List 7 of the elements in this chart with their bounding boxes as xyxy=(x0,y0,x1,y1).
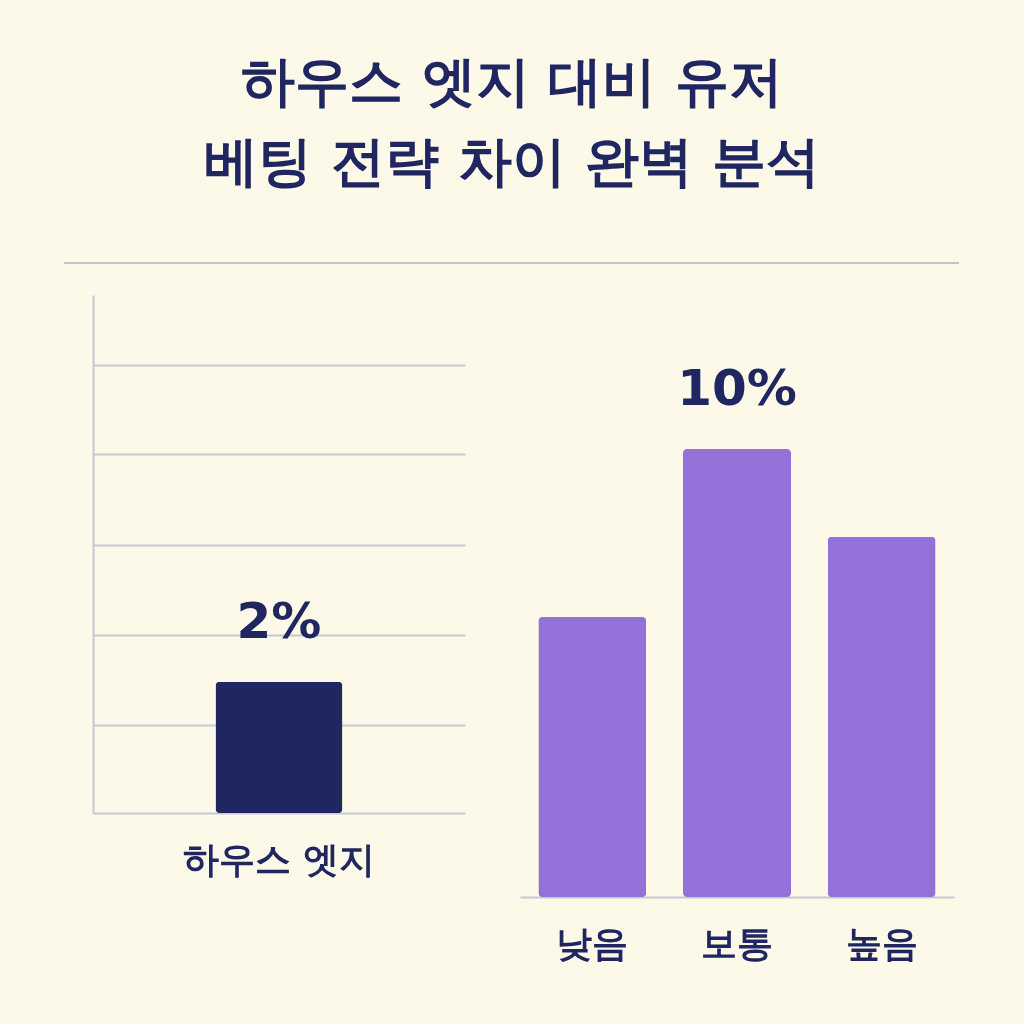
x-tick-label: 하우스 엣지 xyxy=(182,838,376,880)
data-label: 2% xyxy=(236,591,322,650)
chart-title: 하우스 엣지 대비 유저 베팅 전략 차이 완벽 분석 xyxy=(203,49,821,195)
data-label: 10% xyxy=(677,359,797,417)
x-tick-label: 보통 xyxy=(701,922,773,964)
x-tick-label: 낮음 xyxy=(556,922,629,964)
x-tick-label: 높음 xyxy=(845,922,918,964)
